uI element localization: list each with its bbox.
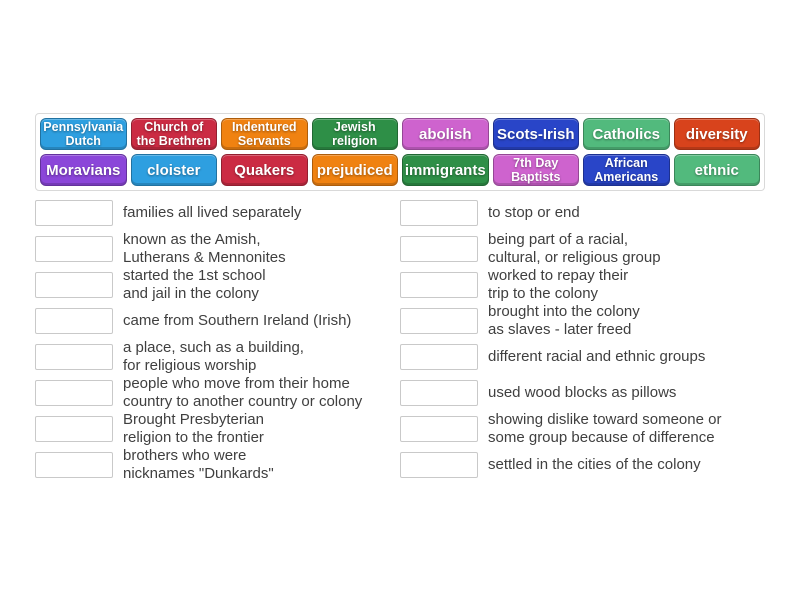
answer-slot[interactable]: [35, 200, 113, 226]
match-row: being part of a racial, cultural, or rel…: [400, 231, 765, 267]
word-tile[interactable]: abolish: [402, 118, 489, 150]
answer-slot[interactable]: [35, 452, 113, 478]
match-row: used wood blocks as pillows: [400, 375, 765, 411]
match-row: came from Southern Ireland (Irish): [35, 303, 400, 339]
match-row: families all lived separately: [35, 195, 400, 231]
definitions-area: families all lived separately known as t…: [0, 195, 800, 483]
word-tile[interactable]: 7th Day Baptists: [492, 154, 579, 186]
match-row: worked to repay their trip to the colony: [400, 267, 765, 303]
definition-text: worked to repay their trip to the colony: [488, 267, 629, 302]
answer-slot[interactable]: [400, 200, 478, 226]
match-row: a place, such as a building, for religio…: [35, 339, 400, 375]
definition-text: a place, such as a building, for religio…: [123, 339, 304, 374]
answer-slot[interactable]: [35, 344, 113, 370]
word-bank: Pennsylvania Dutch Church of the Brethren…: [35, 113, 765, 191]
word-tile[interactable]: Jewish religion: [311, 118, 398, 150]
answer-slot[interactable]: [400, 452, 478, 478]
match-row: people who move from their home country …: [35, 375, 400, 411]
answer-slot[interactable]: [400, 236, 478, 262]
definition-text: people who move from their home country …: [123, 375, 363, 410]
word-tile[interactable]: diversity: [673, 118, 760, 150]
answer-slot[interactable]: [35, 416, 113, 442]
answer-slot[interactable]: [400, 416, 478, 442]
definition-text: to stop or end: [488, 204, 580, 221]
match-row: started the 1st school and jail in the c…: [35, 267, 400, 303]
word-tile[interactable]: Scots-Irish: [492, 118, 579, 150]
definition-text: being part of a racial, cultural, or rel…: [488, 231, 661, 266]
match-row: different racial and ethnic groups: [400, 339, 765, 375]
right-definitions-column: to stop or end being part of a racial, c…: [400, 195, 765, 483]
word-tile[interactable]: Pennsylvania Dutch: [40, 118, 127, 150]
definition-text: settled in the cities of the colony: [488, 456, 701, 473]
definition-text: used wood blocks as pillows: [488, 384, 677, 401]
match-row: showing dislike toward someone or some g…: [400, 411, 765, 447]
left-definitions-column: families all lived separately known as t…: [35, 195, 400, 483]
word-tile[interactable]: Moravians: [40, 154, 127, 186]
answer-slot[interactable]: [400, 308, 478, 334]
word-tile[interactable]: immigrants: [402, 154, 489, 186]
match-row: settled in the cities of the colony: [400, 447, 765, 483]
match-row: brought into the colony as slaves - late…: [400, 303, 765, 339]
answer-slot[interactable]: [400, 344, 478, 370]
definition-text: started the 1st school and jail in the c…: [123, 267, 266, 302]
match-row: known as the Amish, Lutherans & Mennonit…: [35, 231, 400, 267]
answer-slot[interactable]: [35, 308, 113, 334]
match-row: to stop or end: [400, 195, 765, 231]
word-tile[interactable]: ethnic: [673, 154, 760, 186]
definition-text: came from Southern Ireland (Irish): [123, 312, 352, 329]
word-tile[interactable]: prejudiced: [311, 154, 398, 186]
word-tile[interactable]: Quakers: [221, 154, 308, 186]
definition-text: Brought Presbyterian religion to the fro…: [123, 411, 264, 446]
answer-slot[interactable]: [35, 272, 113, 298]
definition-text: different racial and ethnic groups: [488, 348, 706, 365]
word-tile[interactable]: African Americans: [583, 154, 670, 186]
word-tile[interactable]: Church of the Brethren: [130, 118, 217, 150]
answer-slot[interactable]: [400, 272, 478, 298]
answer-slot[interactable]: [400, 380, 478, 406]
word-tile[interactable]: Catholics: [583, 118, 670, 150]
match-row: brothers who were nicknames "Dunkards": [35, 447, 400, 483]
definition-text: known as the Amish, Lutherans & Mennonit…: [123, 231, 286, 266]
match-row: Brought Presbyterian religion to the fro…: [35, 411, 400, 447]
definition-text: brothers who were nicknames "Dunkards": [123, 447, 274, 482]
answer-slot[interactable]: [35, 236, 113, 262]
definition-text: brought into the colony as slaves - late…: [488, 303, 640, 338]
answer-slot[interactable]: [35, 380, 113, 406]
definition-text: families all lived separately: [123, 204, 302, 221]
word-tile[interactable]: Indentured Servants: [221, 118, 308, 150]
definition-text: showing dislike toward someone or some g…: [488, 411, 722, 446]
word-tile[interactable]: cloister: [130, 154, 217, 186]
